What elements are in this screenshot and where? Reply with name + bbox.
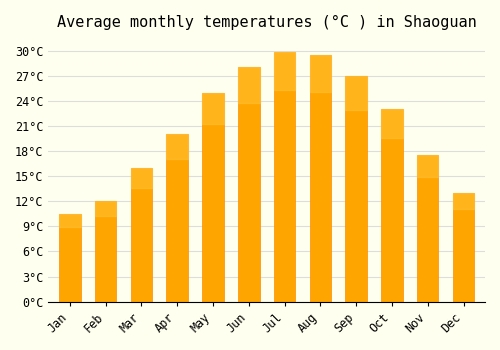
Bar bbox=[310, 55, 331, 302]
Bar bbox=[202, 92, 224, 302]
Bar bbox=[346, 76, 367, 302]
Bar bbox=[453, 193, 474, 209]
Bar bbox=[166, 134, 188, 160]
Bar bbox=[417, 155, 438, 302]
Bar bbox=[202, 92, 224, 124]
Bar bbox=[274, 52, 295, 90]
Bar bbox=[59, 214, 80, 227]
Bar bbox=[346, 76, 367, 110]
Bar bbox=[59, 214, 80, 302]
Bar bbox=[238, 68, 260, 103]
Bar bbox=[310, 55, 331, 92]
Bar bbox=[130, 168, 152, 188]
Bar bbox=[95, 201, 116, 302]
Bar bbox=[381, 109, 402, 138]
Bar bbox=[238, 68, 260, 302]
Bar bbox=[381, 109, 402, 302]
Bar bbox=[453, 193, 474, 302]
Bar bbox=[417, 155, 438, 177]
Bar bbox=[95, 201, 116, 216]
Bar bbox=[130, 168, 152, 302]
Bar bbox=[166, 134, 188, 302]
Title: Average monthly temperatures (°C ) in Shaoguan: Average monthly temperatures (°C ) in Sh… bbox=[57, 15, 476, 30]
Bar bbox=[274, 52, 295, 302]
